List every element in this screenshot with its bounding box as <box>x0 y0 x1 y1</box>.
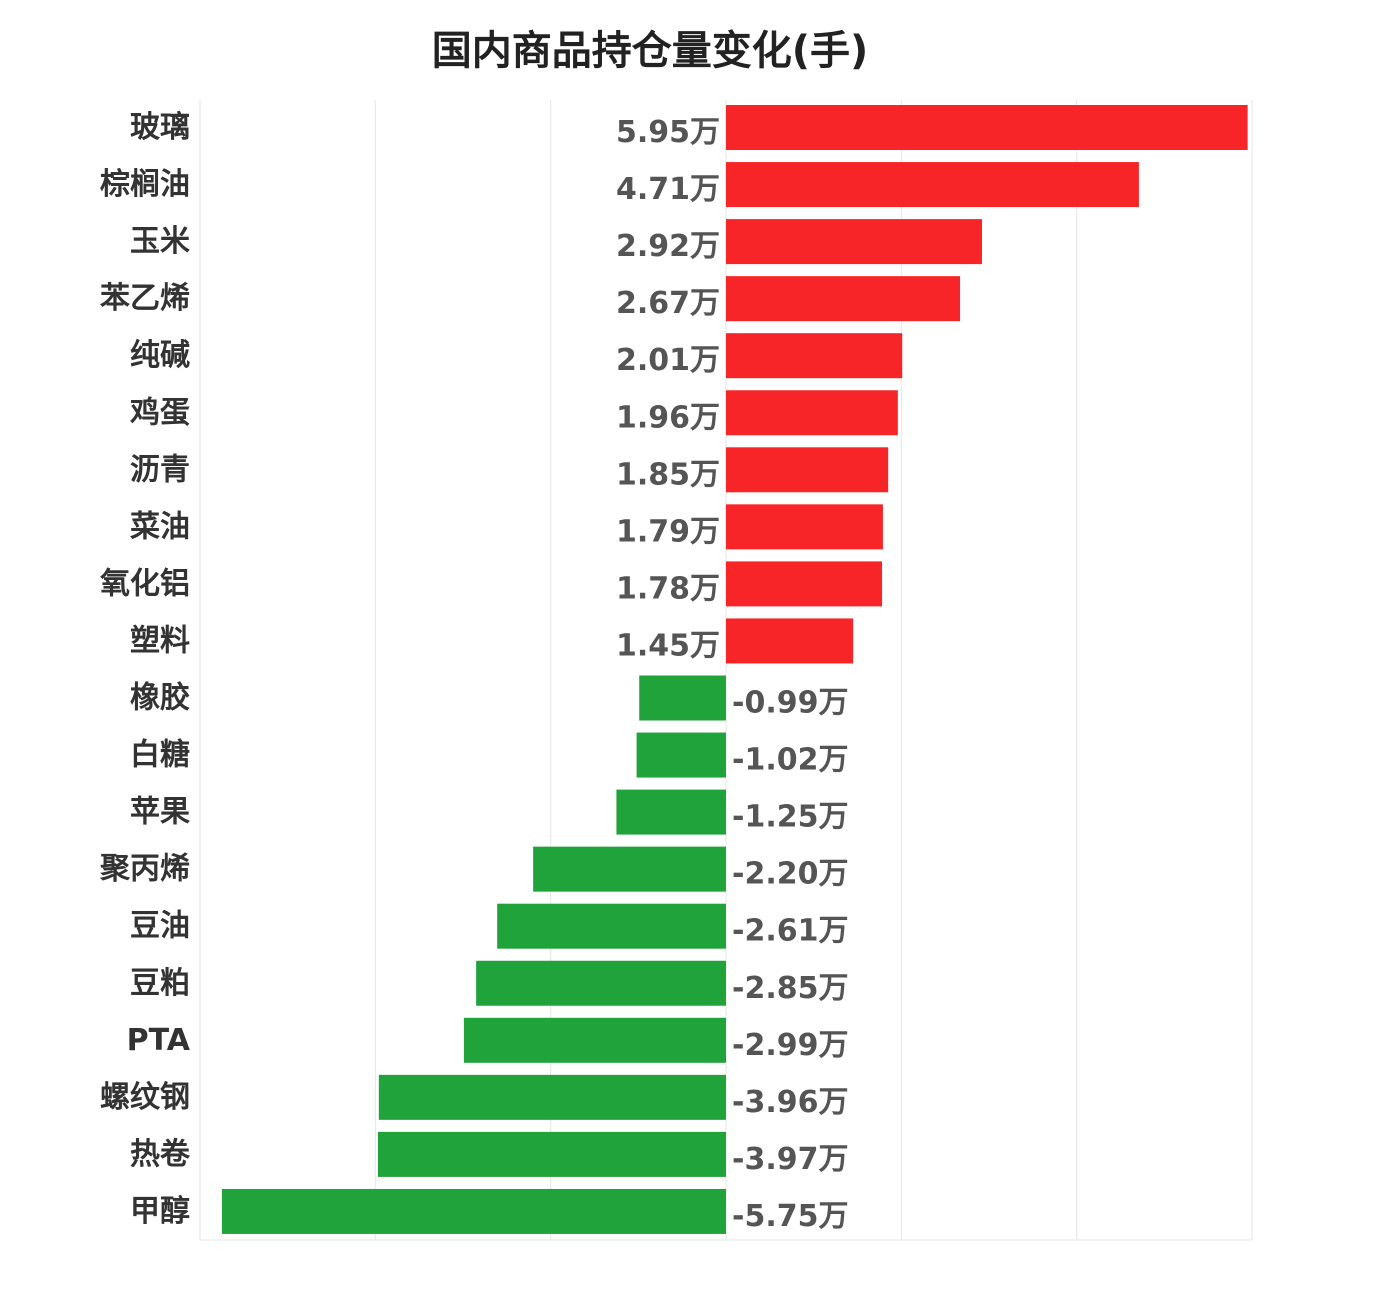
bar <box>726 447 889 493</box>
category-label: 橡胶 <box>130 681 190 716</box>
category-label: 白糖 <box>130 738 190 773</box>
value-label: -0.99万 <box>732 686 848 721</box>
bar <box>726 333 903 379</box>
value-label: -2.99万 <box>732 1028 848 1063</box>
category-label: 甲醇 <box>130 1194 190 1229</box>
category-label: 塑料 <box>130 623 190 658</box>
bar <box>726 219 982 265</box>
category-label: 棕榈油 <box>100 167 190 202</box>
value-label: -5.75万 <box>732 1199 848 1234</box>
category-label: 沥青 <box>130 452 190 487</box>
bar <box>726 561 883 607</box>
value-label: 4.71万 <box>616 172 720 207</box>
bars <box>221 105 1248 1234</box>
value-label: -3.96万 <box>732 1085 848 1120</box>
value-label: 2.67万 <box>616 286 720 321</box>
value-label: 1.45万 <box>616 628 720 663</box>
bar <box>639 675 726 721</box>
category-label: 鸡蛋 <box>130 395 190 430</box>
bar <box>616 789 726 835</box>
category-label: 热卷 <box>130 1137 191 1172</box>
value-label: -2.85万 <box>732 971 848 1006</box>
bar <box>636 732 726 778</box>
value-label: 1.85万 <box>616 457 720 492</box>
value-label: -2.20万 <box>732 857 848 892</box>
bar <box>726 390 898 436</box>
category-label: 菜油 <box>130 509 190 544</box>
chart-title: 国内商品持仓量变化(手) <box>431 28 869 74</box>
category-label: 聚丙烯 <box>99 852 190 887</box>
bar <box>726 504 883 550</box>
category-label: 玉米 <box>130 224 190 259</box>
bar <box>463 1017 726 1063</box>
bar <box>378 1074 726 1120</box>
value-label: -3.97万 <box>732 1142 848 1177</box>
bar <box>726 618 854 664</box>
bar <box>726 105 1248 150</box>
category-label: 玻璃 <box>130 110 190 145</box>
value-label: 1.96万 <box>616 400 720 435</box>
bar <box>726 276 961 322</box>
value-label: 2.01万 <box>616 343 720 378</box>
value-label: -2.61万 <box>732 914 848 949</box>
bar <box>726 162 1139 208</box>
category-label: 苯乙烯 <box>100 281 190 316</box>
bar <box>476 960 726 1006</box>
value-label: -1.25万 <box>732 800 848 835</box>
value-label: -1.02万 <box>732 743 848 778</box>
category-label: 螺纹钢 <box>100 1080 190 1115</box>
category-label: 豆粕 <box>130 966 190 1001</box>
category-label: PTA <box>127 1023 191 1058</box>
bar <box>533 846 726 892</box>
bar <box>221 1188 726 1234</box>
value-label: 1.78万 <box>616 571 720 606</box>
category-label: 苹果 <box>130 795 190 830</box>
value-label: 5.95万 <box>616 115 720 150</box>
grid-lines <box>199 100 1253 1241</box>
category-label: 氧化铝 <box>100 566 190 601</box>
category-label: 纯碱 <box>130 338 190 373</box>
value-labels: 5.95万 4.71万 2.92万 2.67万 2.01万 1.96万 1.85万 1.79万… <box>616 115 849 1234</box>
category-label: 豆油 <box>130 909 190 944</box>
value-label: 1.79万 <box>616 514 720 549</box>
value-label: 2.92万 <box>616 229 720 264</box>
bar <box>497 903 726 949</box>
bar <box>377 1131 726 1177</box>
